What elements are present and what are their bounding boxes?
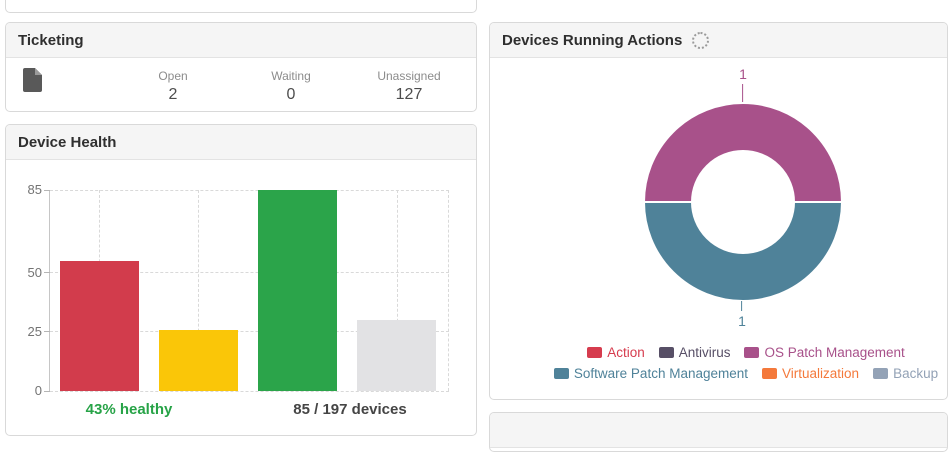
bar-2[interactable] (258, 190, 338, 391)
legend-label: Action (607, 345, 645, 360)
ticketing-stat-open[interactable]: Open 2 (114, 69, 232, 104)
legend-label: OS Patch Management (764, 345, 905, 360)
legend-swatch-icon (744, 347, 760, 358)
donut-label-bottom: 1 (738, 299, 746, 329)
y-axis-label: 0 (34, 383, 42, 398)
legend-swatch-icon (658, 347, 674, 358)
donut-legend: Action Antivirus OS Patch Management Softwa… (516, 345, 947, 387)
axis-tick (44, 272, 50, 274)
stat-value: 127 (395, 86, 423, 103)
legend-item[interactable]: Antivirus (658, 345, 731, 360)
file-icon (23, 68, 42, 92)
axis-tick (44, 390, 50, 392)
donut-label-top: 1 (739, 66, 747, 104)
gridline-v (396, 190, 398, 391)
devices-running-actions-body: 1 1 Action Antivirus OS Patch Management So… (490, 58, 947, 399)
devices-running-actions-panel: Devices Running Actions 1 1 Action Antivi… (489, 22, 948, 400)
donut-label-top-leader (742, 84, 744, 102)
gridline-h (50, 189, 449, 191)
legend-label: Antivirus (678, 345, 731, 360)
ticketing-panel: Ticketing Open 2 Waiting 0 Unassigned 12… (5, 22, 477, 112)
y-axis-label: 25 (27, 323, 42, 339)
spinner-icon (692, 31, 710, 49)
device-health-panel-title: Device Health (18, 133, 117, 151)
legend-swatch-icon (873, 368, 889, 379)
ticketing-stat-unassigned[interactable]: Unassigned 127 (350, 69, 468, 104)
ticketing-stats: Open 2 Waiting 0 Unassigned 127 (114, 69, 468, 104)
stat-value: 2 (168, 86, 178, 103)
ticketing-panel-title: Ticketing (18, 31, 84, 49)
legend-label: Virtualization (782, 366, 860, 381)
donut-label-bottom-value: 1 (738, 313, 746, 329)
y-axis-label: 50 (27, 264, 42, 280)
y-axis-label: 85 (27, 182, 42, 197)
device-health-panel: Device Health 43% healthy 85 / 197 devic… (5, 124, 477, 436)
legend-row: Action Antivirus OS Patch Management (516, 345, 947, 360)
ticketing-stat-waiting[interactable]: Waiting 0 (232, 69, 350, 104)
axis-tick (44, 189, 50, 191)
bar-3[interactable] (357, 320, 437, 391)
donut-label-bottom-leader (741, 301, 743, 311)
bar-group-label-1: 85 / 197 devices (293, 401, 407, 418)
gridline-v (198, 190, 200, 391)
ticketing-panel-header: Ticketing (6, 23, 476, 58)
device-health-panel-body: 43% healthy 85 / 197 devices 0 25 50 85 (6, 160, 476, 435)
bar-0[interactable] (59, 260, 139, 391)
donut-label-top-value: 1 (739, 66, 747, 82)
gridline-h (50, 272, 449, 274)
legend-swatch-icon (587, 347, 603, 358)
legend-item[interactable]: Action (587, 345, 645, 360)
legend-swatch-icon (762, 368, 778, 379)
legend-item[interactable]: Software Patch Management (553, 366, 749, 381)
bar-1[interactable] (158, 329, 238, 391)
bar-group-label-0: 43% healthy (85, 401, 173, 418)
donut-slice-0[interactable] (642, 102, 844, 203)
legend-label: Software Patch Management (573, 366, 749, 381)
legend-item[interactable]: Virtualization (762, 366, 859, 381)
bar-chart-plot: 43% healthy 85 / 197 devices 0 25 50 85 (28, 182, 449, 418)
device-health-panel-header: Device Health (6, 125, 476, 160)
partial-panel-above (5, 0, 477, 13)
stat-label: Unassigned (377, 69, 441, 83)
gridline-h (50, 331, 449, 333)
stat-value: 0 (286, 86, 296, 103)
gridline-v (448, 190, 449, 391)
donut-chart (642, 102, 844, 302)
stat-label: Waiting (271, 69, 311, 83)
legend-row: Software Patch Management Virtualization B… (516, 366, 947, 381)
legend-swatch-icon (553, 368, 569, 379)
ticketing-panel-body: Open 2 Waiting 0 Unassigned 127 (6, 58, 476, 111)
legend-item[interactable]: Backup (873, 366, 938, 381)
stat-label: Open (158, 69, 188, 83)
gridline-h (50, 390, 449, 392)
devices-running-actions-title: Devices Running Actions (502, 31, 683, 49)
legend-label: Backup (893, 366, 939, 381)
partial-panel-below (489, 412, 948, 452)
legend-item[interactable]: OS Patch Management (744, 345, 905, 360)
devices-running-actions-header: Devices Running Actions (490, 23, 947, 58)
partial-panel-below-header (490, 413, 947, 448)
axis-tick (44, 331, 50, 333)
donut-slice-1[interactable] (642, 201, 844, 302)
